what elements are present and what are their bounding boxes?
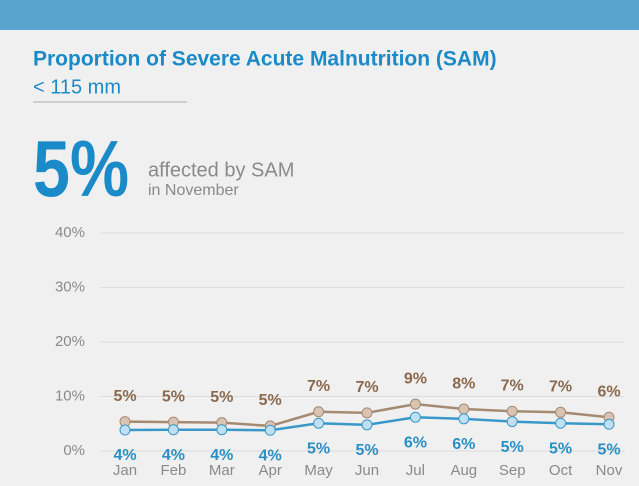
data-label: 4%: [259, 448, 282, 465]
x-tick-label: Mar: [209, 462, 235, 479]
data-label: 6%: [404, 434, 427, 451]
highlight-label: affected by SAM: [148, 159, 294, 181]
data-label: 8%: [452, 375, 475, 392]
y-tick-label: 30%: [55, 278, 85, 295]
x-tick-label: Jan: [113, 462, 137, 479]
data-label: 5%: [549, 440, 572, 457]
point: [167, 424, 179, 436]
data-label: 7%: [355, 379, 378, 396]
y-tick-label: 20%: [55, 333, 85, 350]
y-tick-label: 40%: [55, 224, 85, 241]
point: [313, 417, 325, 429]
data-label: 5%: [501, 439, 524, 456]
x-tick-label: Oct: [549, 462, 573, 479]
x-tick-label: May: [304, 462, 333, 479]
point: [313, 406, 325, 418]
x-tick-label: Aug: [450, 462, 477, 479]
point: [506, 416, 518, 428]
top-bar: [0, 0, 639, 30]
chart-title: Proportion of Severe Acute Malnutrition …: [33, 48, 497, 71]
data-label: 5%: [355, 442, 378, 459]
data-label: 4%: [210, 447, 233, 464]
data-label: 4%: [162, 447, 185, 464]
point: [458, 403, 470, 415]
point: [555, 406, 567, 418]
data-label: 5%: [259, 392, 282, 409]
data-label: 7%: [307, 378, 330, 395]
highlight-period: in November: [148, 182, 239, 199]
chart-subtitle: < 115 mm: [33, 76, 121, 98]
data-label: 9%: [404, 370, 427, 387]
point: [264, 424, 276, 436]
y-tick-label: 10%: [55, 387, 85, 404]
data-label: 5%: [307, 440, 330, 457]
data-label: 6%: [452, 436, 475, 453]
point: [361, 419, 373, 431]
data-label: 5%: [210, 389, 233, 406]
point: [458, 413, 470, 425]
data-label: 7%: [501, 377, 524, 394]
data-label: 5%: [113, 388, 136, 405]
data-label: 5%: [597, 442, 620, 459]
y-tick-label: 0%: [63, 442, 85, 459]
point: [361, 407, 373, 419]
x-tick-label: Jul: [406, 462, 425, 479]
point: [506, 405, 518, 417]
point: [555, 417, 567, 429]
data-label: 4%: [113, 447, 136, 464]
point: [216, 424, 228, 436]
data-label: 5%: [162, 388, 185, 405]
highlight-value: 5%: [33, 124, 129, 213]
point: [603, 418, 615, 430]
x-tick-label: Nov: [596, 462, 623, 479]
data-label: 7%: [549, 379, 572, 396]
data-label: 6%: [597, 383, 620, 400]
x-tick-label: Apr: [259, 462, 282, 479]
x-tick-label: Sep: [499, 462, 526, 479]
point: [409, 411, 421, 423]
point: [119, 424, 131, 436]
x-tick-label: Feb: [160, 462, 186, 479]
x-tick-label: Jun: [355, 462, 379, 479]
point: [409, 398, 421, 410]
